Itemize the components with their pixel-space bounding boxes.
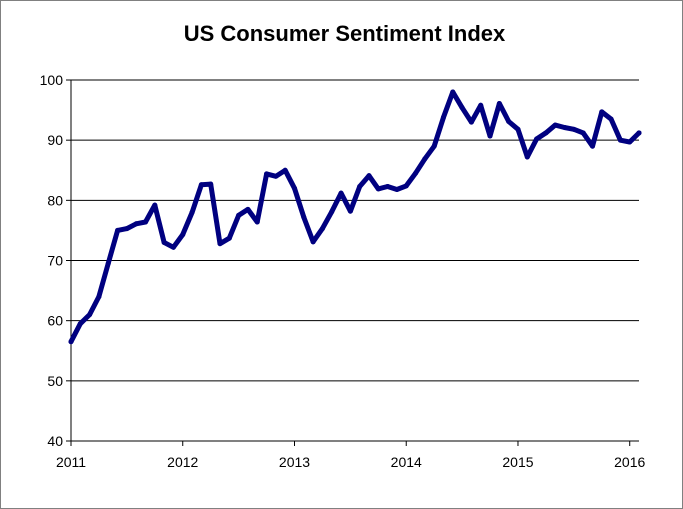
data-point <box>357 183 363 189</box>
data-point <box>459 105 465 111</box>
data-point <box>366 173 372 179</box>
data-point <box>440 114 446 120</box>
x-tick-label: 2014 <box>391 454 422 470</box>
data-point <box>422 156 428 162</box>
data-point <box>636 130 642 136</box>
data-point <box>273 173 279 179</box>
data-point <box>189 209 195 215</box>
data-point <box>264 171 270 177</box>
data-point <box>394 187 400 193</box>
data-point <box>543 130 549 136</box>
data-point <box>310 239 316 245</box>
y-tick-label: 70 <box>47 253 63 269</box>
data-point <box>617 137 623 143</box>
data-point <box>608 116 614 122</box>
x-tick-label: 2011 <box>56 454 86 470</box>
y-tick-label: 60 <box>47 313 63 329</box>
data-point <box>431 143 437 149</box>
x-tick-label: 2015 <box>502 454 533 470</box>
data-point <box>133 221 139 227</box>
data-point <box>524 154 530 160</box>
axes <box>66 79 639 446</box>
data-point <box>236 212 242 218</box>
y-tick-label: 90 <box>47 132 63 148</box>
series-layer <box>68 89 642 345</box>
data-point <box>478 102 484 108</box>
data-point <box>562 125 568 131</box>
data-point <box>124 226 130 232</box>
data-point <box>291 185 297 191</box>
data-point <box>226 235 232 241</box>
data-point <box>403 183 409 189</box>
chart-title: US Consumer Sentiment Index <box>183 21 506 46</box>
data-point <box>180 232 186 238</box>
data-point <box>375 186 381 192</box>
data-point <box>571 126 577 132</box>
data-point <box>580 130 586 136</box>
y-tick-label: 50 <box>47 373 63 389</box>
data-point <box>87 312 93 318</box>
data-point <box>385 183 391 189</box>
data-point <box>198 182 204 188</box>
data-point <box>589 143 595 149</box>
data-point <box>143 219 149 225</box>
data-point <box>245 206 251 212</box>
data-point <box>627 139 633 145</box>
data-point <box>487 133 493 139</box>
data-point <box>534 136 540 142</box>
data-point <box>170 244 176 250</box>
data-point <box>208 181 214 187</box>
data-point <box>77 321 83 327</box>
data-point <box>506 119 512 125</box>
data-point <box>515 126 521 132</box>
data-point <box>301 214 307 220</box>
data-point <box>347 208 353 214</box>
data-point <box>468 119 474 125</box>
x-tick-label: 2012 <box>167 454 198 470</box>
y-tick-label: 40 <box>47 433 63 449</box>
y-tick-label: 100 <box>40 72 64 88</box>
data-point <box>282 167 288 173</box>
data-point <box>552 122 558 128</box>
data-point <box>161 239 167 245</box>
tick-labels: 40 50 60 70 80 90 100 2011 2012 2013 2014 2015 2016 <box>40 72 646 470</box>
x-tick-label: 2013 <box>279 454 310 470</box>
data-point <box>450 89 456 95</box>
data-point <box>329 209 335 215</box>
data-point <box>115 227 121 233</box>
data-point <box>105 261 111 267</box>
data-point <box>152 202 158 208</box>
data-point <box>217 241 223 247</box>
data-point <box>319 226 325 232</box>
data-point <box>254 219 260 225</box>
y-tick-label: 80 <box>47 192 63 208</box>
data-point <box>599 109 605 115</box>
data-point <box>68 339 74 345</box>
data-point <box>338 190 344 196</box>
data-point <box>413 170 419 176</box>
series-line-0 <box>68 89 642 345</box>
x-tick-label: 2016 <box>614 454 645 470</box>
data-point <box>496 100 502 106</box>
data-point <box>96 294 102 300</box>
